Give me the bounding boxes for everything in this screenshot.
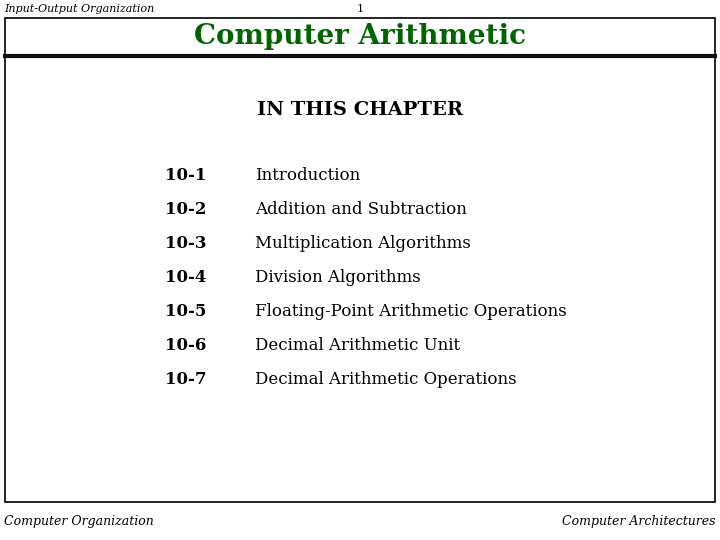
Text: Floating-Point Arithmetic Operations: Floating-Point Arithmetic Operations <box>255 302 567 320</box>
Text: 10-1: 10-1 <box>165 166 207 184</box>
Text: Input-Output Organization: Input-Output Organization <box>4 4 154 14</box>
Text: Multiplication Algorithms: Multiplication Algorithms <box>255 234 471 252</box>
Text: 1: 1 <box>356 4 364 14</box>
Text: 10-5: 10-5 <box>165 302 207 320</box>
Text: Decimal Arithmetic Unit: Decimal Arithmetic Unit <box>255 336 460 354</box>
Text: 10-2: 10-2 <box>165 200 207 218</box>
Text: Addition and Subtraction: Addition and Subtraction <box>255 200 467 218</box>
Text: Computer Architectures: Computer Architectures <box>562 515 716 528</box>
Text: Computer Organization: Computer Organization <box>4 515 154 528</box>
Text: Introduction: Introduction <box>255 166 360 184</box>
Text: Division Algorithms: Division Algorithms <box>255 268 420 286</box>
Bar <box>5 56 715 502</box>
Text: 10-3: 10-3 <box>165 234 207 252</box>
Text: IN THIS CHAPTER: IN THIS CHAPTER <box>257 101 463 119</box>
Text: Computer Arithmetic: Computer Arithmetic <box>194 24 526 51</box>
Text: 10-7: 10-7 <box>165 370 207 388</box>
Text: 10-4: 10-4 <box>165 268 207 286</box>
Bar <box>5 18 715 56</box>
Text: 10-6: 10-6 <box>165 336 207 354</box>
Text: Decimal Arithmetic Operations: Decimal Arithmetic Operations <box>255 370 517 388</box>
